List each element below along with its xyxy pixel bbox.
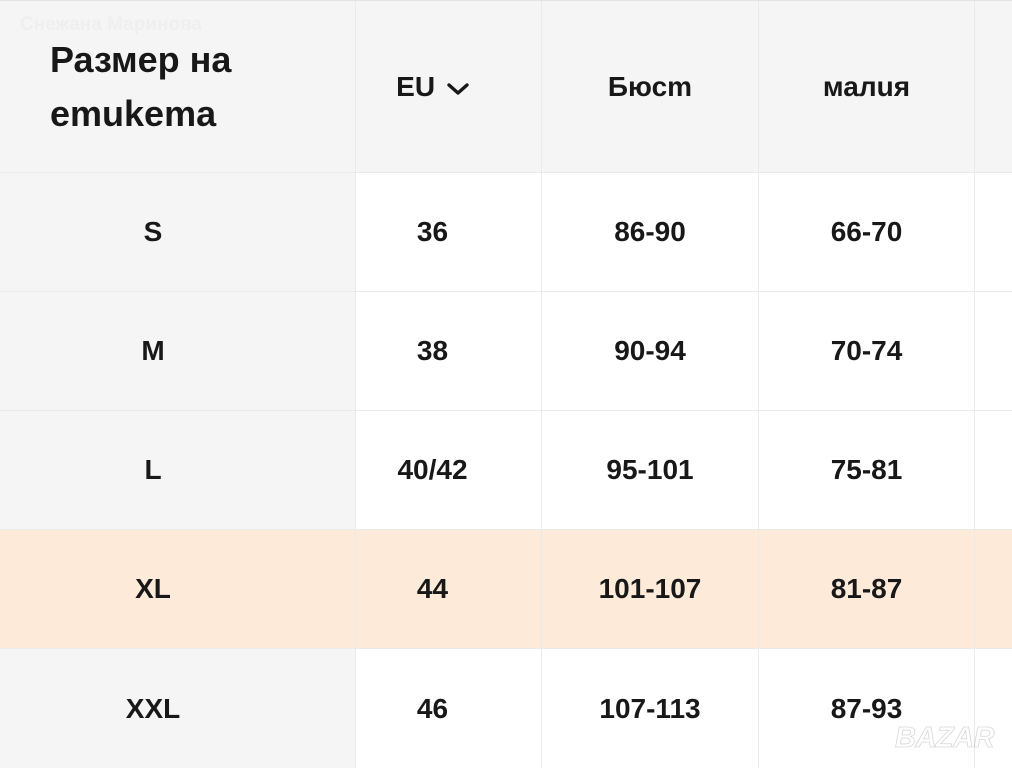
svg-text:BAZAR: BAZAR [895,722,995,754]
